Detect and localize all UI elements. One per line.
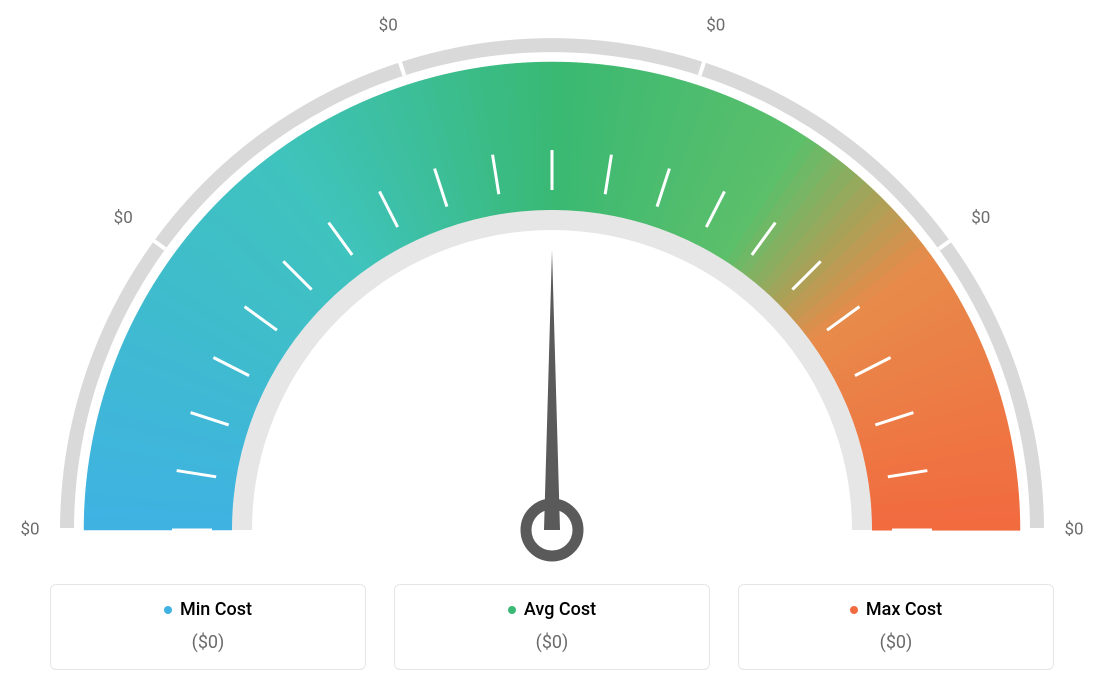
legend-value: ($0) <box>749 632 1043 653</box>
legend-card-avg: Avg Cost ($0) <box>394 584 710 671</box>
legend-label: Max Cost <box>866 599 942 620</box>
gauge-chart: $0 $0 $0 $0 $0 $0 <box>0 0 1104 584</box>
legend-title-avg: Avg Cost <box>508 599 596 620</box>
legend-title-max: Max Cost <box>850 599 942 620</box>
legend-card-max: Max Cost ($0) <box>738 584 1054 671</box>
dot-icon <box>508 606 516 614</box>
svg-text:$0: $0 <box>971 208 990 228</box>
legend-value: ($0) <box>61 632 355 653</box>
dot-icon <box>850 606 858 614</box>
legend-label: Avg Cost <box>524 599 596 620</box>
svg-text:$0: $0 <box>706 15 725 35</box>
legend-card-min: Min Cost ($0) <box>50 584 366 671</box>
dot-icon <box>164 606 172 614</box>
legend-label: Min Cost <box>180 599 252 620</box>
svg-text:$0: $0 <box>114 208 133 228</box>
svg-text:$0: $0 <box>379 15 398 35</box>
legend-value: ($0) <box>405 632 699 653</box>
svg-text:$0: $0 <box>1064 519 1083 539</box>
legend-row: Min Cost ($0) Avg Cost ($0) Max Cost ($0… <box>50 584 1054 671</box>
gauge-svg: $0 $0 $0 $0 $0 $0 <box>0 0 1104 580</box>
svg-text:$0: $0 <box>20 519 39 539</box>
legend-title-min: Min Cost <box>164 599 252 620</box>
